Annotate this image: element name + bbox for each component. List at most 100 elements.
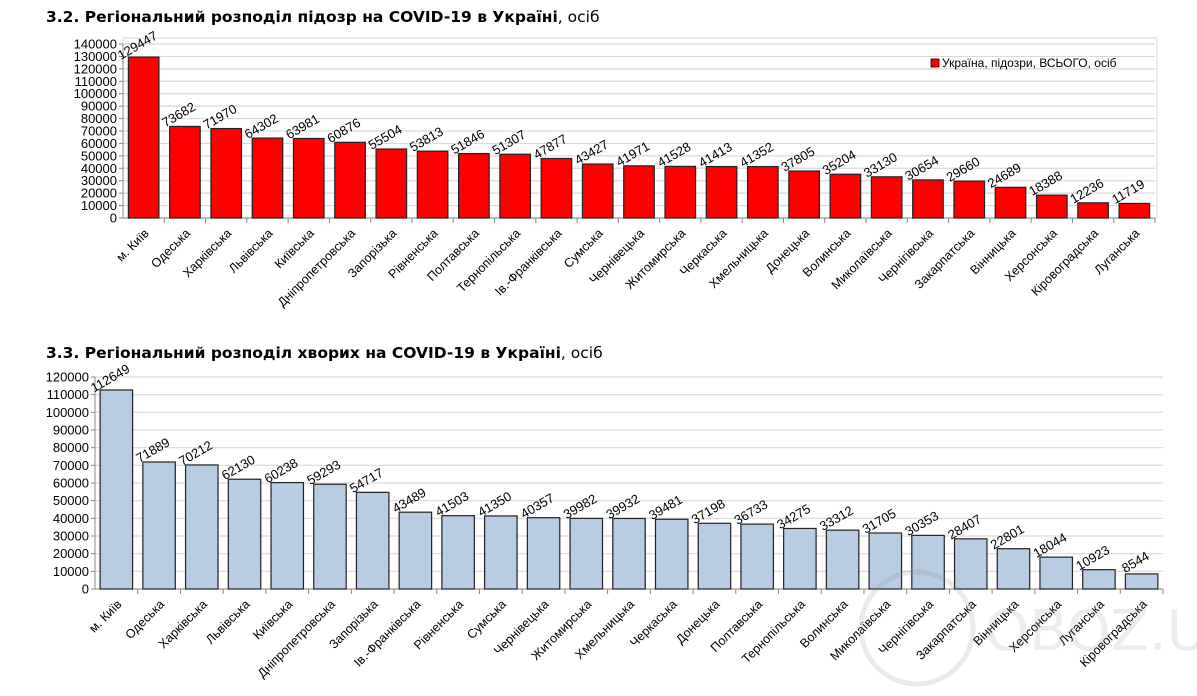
watermark: OBOZ.UA <box>858 569 1197 687</box>
bar <box>1124 573 1159 590</box>
bar <box>227 478 262 590</box>
bar <box>292 137 325 219</box>
category-label: Дніпропетровська <box>255 597 338 680</box>
y-tick-label: 0 <box>110 211 117 226</box>
bar <box>746 166 779 219</box>
data-label: 37805 <box>778 144 817 175</box>
bar <box>1077 202 1109 219</box>
y-tick-label: 50000 <box>53 493 89 508</box>
y-tick-label: 90000 <box>53 423 89 438</box>
chart1-title: 3.2. Регіональний розподіл підозр на COV… <box>46 8 600 26</box>
data-label: 63981 <box>283 111 322 142</box>
data-label: 31705 <box>860 506 899 537</box>
watermark-globe-icon <box>858 569 976 687</box>
data-label: 64302 <box>242 111 281 142</box>
category-label: м. Київ <box>114 226 152 264</box>
bar <box>1082 569 1116 590</box>
bar <box>458 152 490 219</box>
data-label: 53813 <box>407 124 446 155</box>
legend-label: Україна, підозри, ВСЬОГО, осіб <box>942 56 1117 70</box>
y-tick-label: 70000 <box>53 458 89 473</box>
category-label: Дніпропетровська <box>275 226 358 309</box>
data-label: 12236 <box>1067 175 1106 206</box>
y-tick-label: 60000 <box>81 136 117 151</box>
y-tick-label: 40000 <box>81 161 117 176</box>
y-tick-label: 80000 <box>53 440 89 455</box>
bar <box>210 127 243 219</box>
data-label: 73682 <box>159 99 198 130</box>
bar <box>540 157 573 219</box>
chart1: 0100002000030000400005000060000700008000… <box>74 28 1158 309</box>
bar <box>251 137 284 219</box>
bar <box>697 522 732 590</box>
bar <box>416 150 449 219</box>
bar <box>953 180 986 219</box>
data-label: 29660 <box>944 154 983 185</box>
bar <box>334 141 366 219</box>
data-label: 18044 <box>1031 530 1070 561</box>
data-label: 60238 <box>262 455 301 486</box>
bar <box>912 179 944 219</box>
bar <box>783 527 817 590</box>
y-tick-label: 40000 <box>53 511 89 526</box>
y-tick-label: 10000 <box>81 198 117 213</box>
bar <box>1118 202 1151 219</box>
data-label: 35204 <box>820 147 859 178</box>
bar <box>526 517 561 590</box>
bar <box>953 538 988 590</box>
data-label: 10923 <box>1073 542 1112 573</box>
y-tick-label: 120000 <box>46 370 89 385</box>
data-label: 36733 <box>732 497 771 528</box>
bar <box>184 464 219 590</box>
y-tick-label: 100000 <box>74 86 117 101</box>
watermark-text: OBOZ.UA <box>985 599 1197 664</box>
bar <box>355 491 390 590</box>
data-label: 39982 <box>561 491 600 522</box>
y-tick-label: 110000 <box>47 387 89 402</box>
y-tick-label: 100000 <box>46 405 89 420</box>
data-label: 34275 <box>774 501 813 532</box>
y-tick-label: 70000 <box>81 124 117 139</box>
y-tick-label: 80000 <box>81 111 117 126</box>
category-label: Одеська <box>123 597 168 642</box>
bar <box>705 165 738 219</box>
bar <box>441 515 475 590</box>
data-label: 55504 <box>366 122 405 153</box>
data-label: 24689 <box>985 160 1024 191</box>
bar <box>996 548 1031 590</box>
y-tick-label: 30000 <box>81 173 117 188</box>
bar <box>375 148 408 219</box>
bar <box>623 165 655 219</box>
data-label: 18388 <box>1026 168 1065 199</box>
category-label: Черкаська <box>627 597 680 650</box>
y-tick-label: 20000 <box>81 186 117 201</box>
bar <box>829 173 862 219</box>
bar <box>499 153 532 219</box>
bar <box>569 517 604 590</box>
data-label: 43427 <box>572 137 611 168</box>
y-tick-label: 110000 <box>75 74 117 89</box>
legend: Україна, підозри, ВСЬОГО, осіб <box>930 56 1117 70</box>
bar <box>868 532 903 590</box>
data-label: 33130 <box>861 149 900 180</box>
category-label: Луганська <box>1091 226 1142 277</box>
data-label: 70212 <box>176 438 215 469</box>
data-label: 43489 <box>390 485 429 516</box>
data-label: 71889 <box>133 435 172 466</box>
data-label: 22801 <box>988 521 1027 552</box>
category-label: Сумська <box>464 597 509 642</box>
data-label: 30353 <box>902 508 941 539</box>
bar <box>664 165 697 219</box>
bar <box>870 176 903 219</box>
data-label: 41503 <box>432 488 471 519</box>
category-label: м. Київ <box>86 597 124 635</box>
data-label: 54717 <box>347 465 386 496</box>
category-label: Львівська <box>203 597 253 647</box>
chart2-title: 3.3. Регіональний розподіл хворих на COV… <box>46 344 603 362</box>
bar <box>484 515 518 590</box>
data-label: 60876 <box>324 115 363 146</box>
data-label: 40357 <box>518 490 557 521</box>
y-tick-label: 30000 <box>53 529 89 544</box>
y-tick-label: 120000 <box>74 61 117 76</box>
